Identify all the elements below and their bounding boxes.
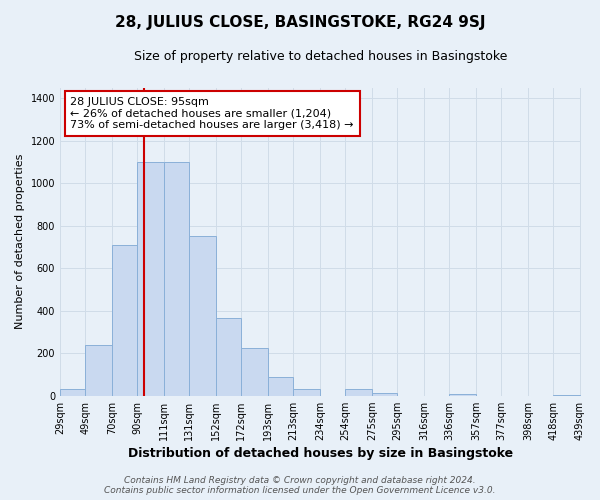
Bar bbox=[164, 162, 190, 396]
Text: 28, JULIUS CLOSE, BASINGSTOKE, RG24 9SJ: 28, JULIUS CLOSE, BASINGSTOKE, RG24 9SJ bbox=[115, 15, 485, 30]
Bar bbox=[293, 390, 320, 396]
Bar bbox=[137, 162, 164, 396]
Bar bbox=[112, 245, 137, 396]
Bar bbox=[268, 376, 293, 396]
Text: 28 JULIUS CLOSE: 95sqm
← 26% of detached houses are smaller (1,204)
73% of semi-: 28 JULIUS CLOSE: 95sqm ← 26% of detached… bbox=[70, 97, 354, 130]
Bar bbox=[372, 392, 397, 396]
Text: Contains HM Land Registry data © Crown copyright and database right 2024.
Contai: Contains HM Land Registry data © Crown c… bbox=[104, 476, 496, 495]
Bar bbox=[60, 390, 85, 396]
Bar bbox=[241, 348, 268, 396]
Title: Size of property relative to detached houses in Basingstoke: Size of property relative to detached ho… bbox=[134, 50, 507, 63]
Y-axis label: Number of detached properties: Number of detached properties bbox=[15, 154, 25, 330]
Bar bbox=[216, 318, 241, 396]
Bar bbox=[553, 394, 580, 396]
X-axis label: Distribution of detached houses by size in Basingstoke: Distribution of detached houses by size … bbox=[128, 447, 513, 460]
Bar bbox=[346, 390, 372, 396]
Bar bbox=[190, 236, 216, 396]
Bar bbox=[85, 344, 112, 396]
Bar bbox=[449, 394, 476, 396]
